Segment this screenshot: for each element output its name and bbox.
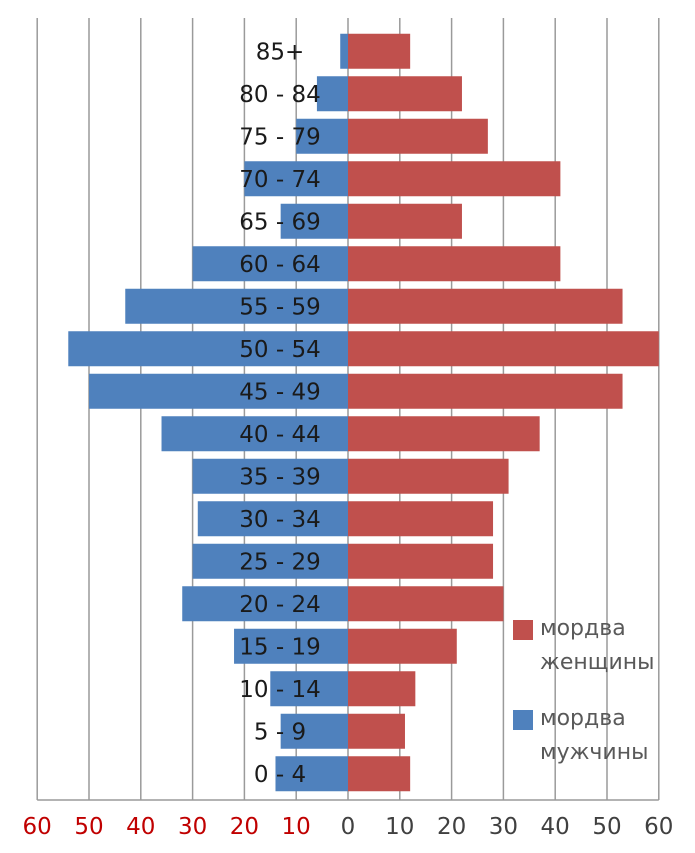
bar-women: [348, 459, 509, 494]
legend-label-women-line2: женщины: [540, 646, 655, 680]
category-label: 45 - 49: [239, 379, 320, 405]
x-tick-label-left: 30: [178, 814, 207, 840]
bar-women: [348, 671, 415, 706]
x-tick-label-right: 30: [489, 814, 518, 840]
bar-women: [348, 544, 493, 579]
x-tick-label-right: 20: [437, 814, 466, 840]
x-tick-label-left: 50: [74, 814, 103, 840]
category-label: 70 - 74: [239, 167, 320, 193]
category-label: 60 - 64: [239, 252, 320, 278]
bar-women: [348, 416, 540, 451]
bar-women: [348, 161, 560, 196]
legend-label-men-line1: мордва: [540, 702, 626, 736]
bar-women: [348, 119, 488, 154]
category-label: 80 - 84: [239, 82, 320, 108]
bar-women: [348, 34, 410, 69]
legend-label-men-line2: мужчины: [540, 736, 649, 770]
bar-women: [348, 629, 457, 664]
x-tick-label-right: 50: [592, 814, 621, 840]
bar-women: [348, 374, 623, 409]
category-label: 5 - 9: [254, 719, 306, 745]
bar-women: [348, 76, 462, 111]
category-label: 20 - 24: [239, 592, 320, 618]
bar-women: [348, 586, 503, 621]
legend-swatch-women: [513, 620, 533, 640]
legend-swatch-men: [513, 710, 533, 730]
bar-women: [348, 756, 410, 791]
category-label: 75 - 79: [239, 124, 320, 150]
category-label: 15 - 19: [239, 634, 320, 660]
x-tick-label-left: 40: [126, 814, 155, 840]
x-tick-label-right: 60: [644, 814, 673, 840]
bar-women: [348, 331, 659, 366]
category-label: 55 - 59: [239, 294, 320, 320]
bar-women: [348, 714, 405, 749]
bar-men: [340, 34, 348, 69]
category-label: 30 - 34: [239, 507, 320, 533]
bar-women: [348, 501, 493, 536]
bar-women: [348, 246, 560, 281]
bar-men: [317, 76, 348, 111]
legend-label-women-line1: мордва: [540, 612, 626, 646]
category-label: 10 - 14: [239, 677, 320, 703]
bar-women: [348, 289, 623, 324]
category-label: 0 - 4: [254, 762, 306, 788]
x-tick-label-left: 10: [282, 814, 311, 840]
category-label: 50 - 54: [239, 337, 320, 363]
category-label: 40 - 44: [239, 422, 320, 448]
x-tick-label-right: 40: [541, 814, 570, 840]
category-label: 85+: [256, 39, 305, 65]
x-tick-label-left: 20: [230, 814, 259, 840]
x-tick-label-right: 10: [385, 814, 414, 840]
x-tick-label-left: 60: [23, 814, 52, 840]
category-label: 25 - 29: [239, 549, 320, 575]
x-tick-label-right: 0: [341, 814, 356, 840]
category-label: 35 - 39: [239, 464, 320, 490]
category-label: 65 - 69: [239, 209, 320, 235]
bar-women: [348, 204, 462, 239]
